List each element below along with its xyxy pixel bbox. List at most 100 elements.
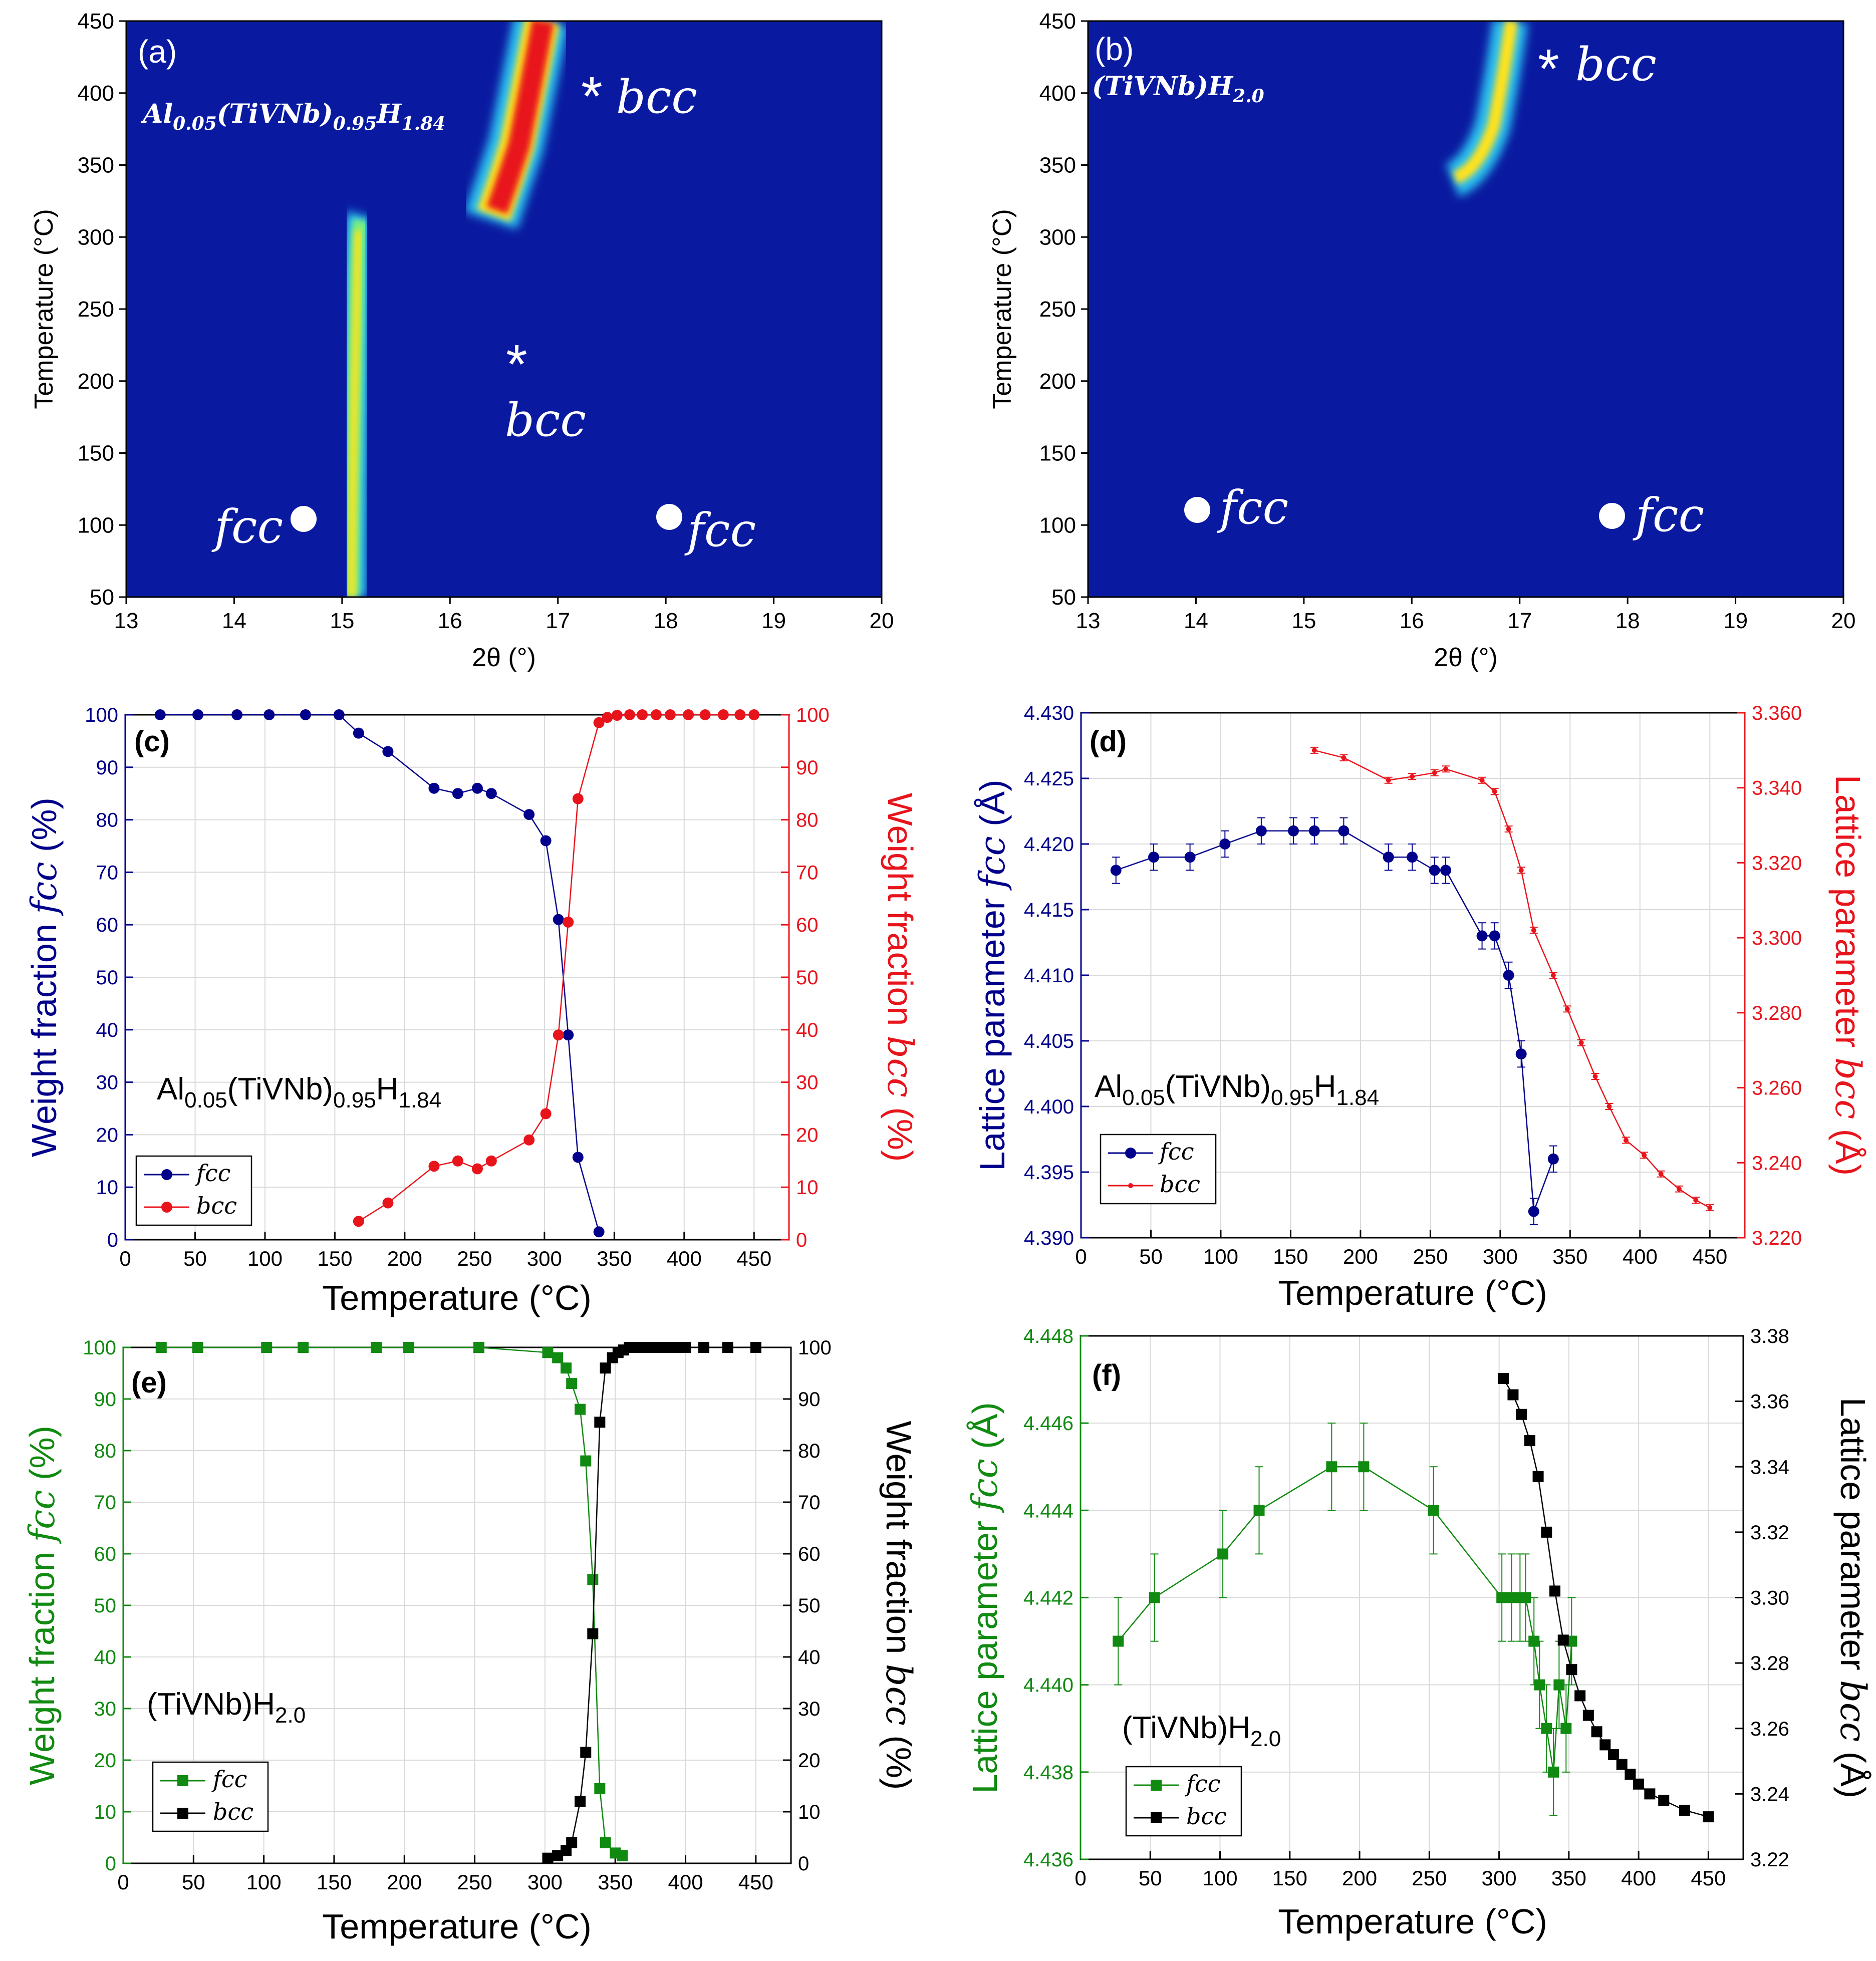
data-point-fcc — [1528, 1635, 1540, 1647]
data-point-bcc — [1564, 1006, 1570, 1012]
x-tick-label: 20 — [870, 609, 894, 633]
bcc-peak-core — [486, 21, 554, 214]
data-point-bcc — [1518, 868, 1524, 873]
x-tick-label: 250 — [1413, 1245, 1448, 1268]
data-point-bcc — [1591, 1726, 1602, 1738]
y-tick-label: 50 — [1051, 585, 1076, 610]
data-point-bcc — [602, 712, 613, 723]
data-point-bcc — [1507, 1389, 1519, 1400]
bcc-annotation: bcc — [505, 393, 586, 447]
data-point-bcc — [1492, 789, 1497, 794]
data-point-bcc — [637, 709, 648, 720]
data-point-fcc — [1148, 852, 1160, 863]
heatmap-traces — [337, 21, 623, 597]
panel-label: (f) — [1092, 1359, 1121, 1391]
y-tick-label: 50 — [90, 585, 114, 610]
data-point-fcc — [1566, 1635, 1577, 1647]
data-point-bcc — [428, 1161, 440, 1172]
y-tick-label-right: 0 — [798, 1853, 809, 1875]
panel-label: (d) — [1090, 725, 1127, 758]
data-point-bcc — [1633, 1778, 1645, 1790]
data-point-fcc — [552, 1352, 564, 1363]
y-tick-label-right: 30 — [796, 1072, 819, 1094]
x-tick-label: 0 — [119, 1247, 131, 1270]
legend-marker-bcc — [1151, 1812, 1162, 1823]
y-tick-label-right: 20 — [798, 1750, 821, 1772]
data-point-bcc — [734, 709, 746, 720]
x-tick-label: 50 — [1139, 1866, 1162, 1890]
data-point-bcc — [600, 1362, 611, 1374]
data-point-bcc — [542, 1852, 554, 1864]
x-axis-title: 2θ (°) — [1434, 643, 1498, 672]
y-tick-label-right: 3.300 — [1752, 927, 1802, 949]
data-point-bcc — [1479, 777, 1485, 783]
data-point-bcc — [1550, 973, 1556, 978]
data-point-bcc — [1676, 1186, 1682, 1192]
y-tick-label-left: 4.448 — [1023, 1325, 1074, 1347]
fcc-dot-marker — [1599, 503, 1625, 529]
data-point-bcc — [1516, 1409, 1527, 1420]
y-tick-label: 200 — [1039, 369, 1076, 394]
y-tick-label-left: 20 — [96, 1124, 119, 1146]
data-point-fcc — [192, 1342, 203, 1353]
data-point-bcc — [1532, 1471, 1544, 1482]
data-point-fcc — [1113, 1635, 1124, 1647]
legend-marker-bcc — [161, 1202, 172, 1213]
x-tick-label: 18 — [1616, 609, 1640, 633]
data-point-fcc — [1184, 852, 1196, 863]
y-tick-label-right: 100 — [796, 704, 830, 726]
y-tick-label: 100 — [78, 513, 114, 537]
data-point-bcc — [1607, 1749, 1619, 1760]
y-tick-label-left: 4.410 — [1024, 965, 1074, 987]
y-axis-title-right: Weight fraction bcc (%) — [878, 1421, 919, 1790]
data-point-bcc — [552, 1850, 564, 1861]
data-point-fcc — [333, 709, 345, 720]
x-tick-label: 450 — [736, 1247, 771, 1270]
y-tick-label-right: 3.240 — [1752, 1152, 1802, 1174]
y-tick-label-right: 80 — [798, 1440, 821, 1462]
data-point-bcc — [563, 916, 574, 928]
x-tick-label: 350 — [1551, 1866, 1586, 1890]
legend-label-fcc: fcc — [1185, 1770, 1221, 1797]
x-tick-label: 13 — [114, 609, 139, 633]
data-point-bcc — [683, 709, 694, 720]
data-point-fcc — [566, 1378, 578, 1389]
y-tick-label-right: 3.340 — [1752, 777, 1802, 799]
data-point-fcc — [1515, 1048, 1527, 1060]
y-tick-label-left: 4.415 — [1024, 899, 1074, 921]
data-point-fcc — [371, 1342, 382, 1353]
data-point-fcc — [1503, 970, 1514, 981]
y-tick-label: 400 — [78, 81, 114, 106]
legend-box — [152, 1761, 269, 1832]
fcc-dot-marker — [1184, 497, 1210, 523]
data-point-bcc — [1703, 1811, 1714, 1823]
y-tick-label-left: 4.395 — [1024, 1162, 1074, 1184]
y-tick-label-left: 60 — [96, 914, 119, 936]
panel-e-chart: 0 50 100 150 200 250 300 350 400 4500102030405060… — [22, 1337, 919, 1946]
data-point-fcc — [353, 727, 364, 739]
data-point-bcc — [1574, 1690, 1586, 1702]
data-point-bcc — [523, 1134, 535, 1146]
x-tick-label: 15 — [330, 609, 354, 633]
y-axis-title-right: Weight fraction bcc (%) — [880, 793, 921, 1162]
data-point-bcc — [1497, 1372, 1509, 1384]
y-tick-label-left: 0 — [105, 1853, 116, 1875]
x-tick-label: 150 — [1273, 1245, 1308, 1268]
bcc-star-marker: * — [506, 334, 527, 395]
panel-f-chart: 0 50 100 150 200 250 300 350 400 450 4.436 4.438 4.4… — [964, 1325, 1873, 1941]
x-tick-label: 100 — [247, 1247, 283, 1270]
data-point-bcc — [1623, 1138, 1629, 1143]
y-tick-label-right: 3.30 — [1750, 1587, 1789, 1609]
y-tick-label-left: 90 — [94, 1388, 117, 1411]
data-point-fcc — [1534, 1679, 1545, 1691]
data-point-bcc — [1432, 770, 1437, 775]
legend-label-bcc: bcc — [213, 1798, 253, 1825]
data-point-fcc — [1489, 930, 1500, 942]
legend-marker-fcc — [161, 1169, 172, 1180]
data-point-fcc — [1548, 1766, 1559, 1778]
data-point-fcc — [473, 1342, 484, 1353]
y-axis-title: Temperature (°C) — [988, 209, 1017, 409]
data-point-bcc — [593, 717, 605, 728]
y-tick-label-left: 4.438 — [1023, 1762, 1074, 1784]
y-tick-label-right: 3.36 — [1750, 1391, 1789, 1413]
